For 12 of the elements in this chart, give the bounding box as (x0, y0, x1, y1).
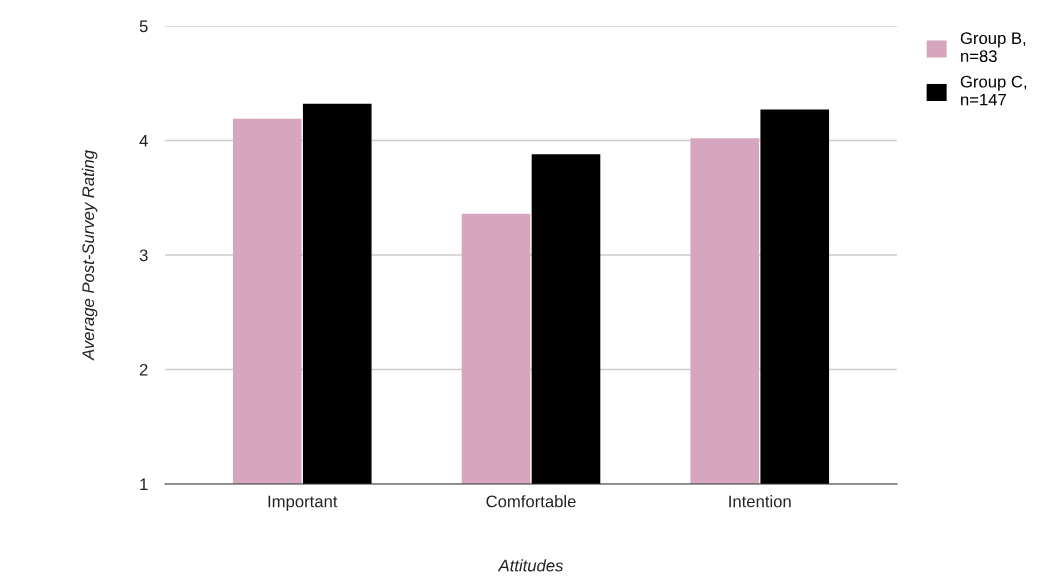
y-tick-label: 3 (139, 249, 148, 262)
y-tick-label: 2 (139, 363, 148, 376)
y-tick-label: 4 (139, 135, 148, 147)
y-axis-title: Average Post-Survey Rating (81, 150, 98, 361)
x-axis-title: Attitudes (497, 559, 564, 572)
x-tick-label: Comfortable (486, 495, 576, 508)
x-tick-label: Intention (729, 495, 791, 508)
legend-label: Group C, n=147 (960, 75, 1027, 106)
legend-label: Group B, n=83 (960, 32, 1026, 63)
y-tick-label: 5 (139, 20, 148, 33)
y-tick-label: 1 (140, 478, 148, 491)
x-tick-label: Important (268, 495, 338, 511)
